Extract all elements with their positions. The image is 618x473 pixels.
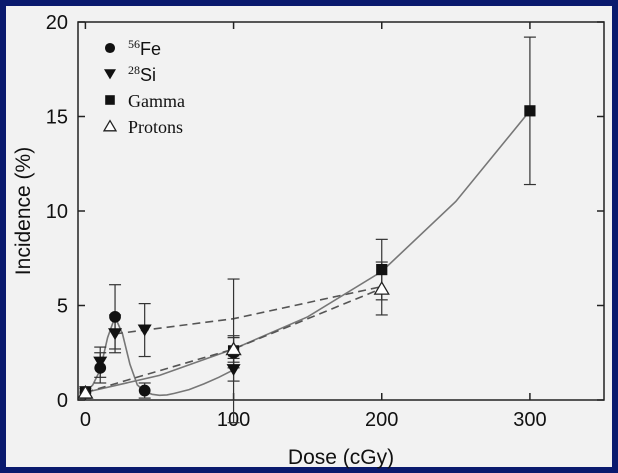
data-point-si: [108, 328, 123, 341]
data-point-protons: [77, 384, 94, 399]
legend-label: 56Fe: [128, 37, 161, 59]
legend-entry: 56Fe: [104, 37, 161, 59]
data-point-fe: [138, 384, 151, 397]
data-point-protons: [225, 341, 242, 356]
legend-marker: [104, 42, 116, 54]
y-tick-label: 0: [57, 390, 68, 412]
legend-element-symbol: Si: [140, 65, 156, 85]
legend-entry: Protons: [102, 117, 183, 137]
legend-entry: 28Si: [104, 63, 156, 85]
y-tick-label: 5: [57, 296, 68, 318]
y-tick-label: 10: [46, 201, 68, 223]
fit-line-gamma: [85, 110, 531, 394]
data-point-si: [93, 356, 108, 369]
data-point-si: [137, 324, 152, 337]
y-tick-label: 20: [46, 12, 68, 34]
data-point-protons: [373, 280, 390, 295]
legend-label: Gamma: [128, 91, 185, 111]
data-point-gamma: [376, 263, 388, 276]
y-tick-label: 15: [46, 107, 68, 129]
y-axis-title: Incidence (%): [12, 147, 35, 275]
legend-mass-number: 28: [128, 63, 140, 77]
legend-label: 28Si: [128, 63, 156, 85]
x-tick-label: 300: [513, 409, 546, 431]
x-tick-label: 200: [365, 409, 398, 431]
legend-mass-number: 56: [128, 37, 140, 51]
legend-entry: Gamma: [105, 91, 185, 111]
legend-marker: [102, 119, 118, 132]
legend-marker: [105, 95, 115, 105]
legend-label: Protons: [128, 117, 183, 137]
legend-marker: [104, 69, 116, 80]
fit-line-protons: [85, 287, 383, 394]
x-axis-title: Dose (cGy): [288, 446, 394, 469]
data-point-si: [226, 364, 241, 377]
legend-element-symbol: Fe: [140, 39, 161, 59]
data-point-fe: [109, 310, 121, 323]
figure-background: [6, 6, 612, 467]
data-point-gamma: [524, 105, 536, 117]
x-tick-label: 0: [80, 409, 91, 431]
